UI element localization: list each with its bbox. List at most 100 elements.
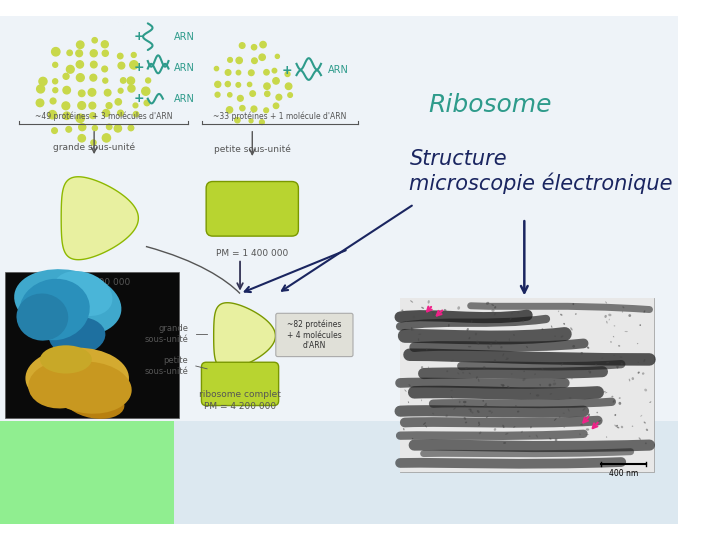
Ellipse shape [482, 400, 484, 402]
Ellipse shape [521, 431, 523, 433]
Ellipse shape [411, 327, 413, 331]
Ellipse shape [611, 396, 613, 397]
Circle shape [106, 103, 112, 109]
Ellipse shape [464, 417, 466, 420]
Ellipse shape [476, 341, 479, 344]
Ellipse shape [462, 372, 464, 374]
Ellipse shape [572, 345, 575, 348]
Circle shape [259, 120, 264, 125]
Circle shape [102, 50, 108, 56]
Circle shape [76, 41, 84, 49]
Text: Ribosome: Ribosome [428, 93, 552, 117]
Text: ~49 protéines + 3 molécules d'ARN: ~49 protéines + 3 molécules d'ARN [35, 112, 172, 122]
Circle shape [226, 107, 233, 113]
Ellipse shape [644, 422, 646, 423]
Circle shape [128, 85, 135, 92]
Ellipse shape [569, 397, 572, 399]
Ellipse shape [40, 345, 91, 374]
Ellipse shape [549, 393, 552, 395]
Ellipse shape [596, 412, 598, 413]
Ellipse shape [25, 348, 129, 409]
Ellipse shape [638, 362, 639, 363]
Circle shape [53, 87, 58, 93]
Text: grande
sous-unité: grande sous-unité [145, 324, 188, 344]
Ellipse shape [616, 366, 618, 368]
Ellipse shape [494, 359, 496, 362]
Ellipse shape [432, 413, 434, 414]
Ellipse shape [613, 400, 615, 403]
Ellipse shape [477, 410, 480, 413]
Ellipse shape [629, 379, 630, 381]
Circle shape [236, 70, 240, 75]
Circle shape [115, 99, 122, 105]
Circle shape [133, 103, 138, 108]
Ellipse shape [28, 361, 94, 408]
Bar [400, 298, 654, 472]
Polygon shape [214, 303, 276, 369]
Circle shape [104, 90, 111, 96]
Ellipse shape [639, 437, 641, 440]
Circle shape [215, 82, 221, 87]
Ellipse shape [621, 426, 624, 428]
Ellipse shape [457, 373, 459, 374]
Ellipse shape [451, 390, 453, 391]
Ellipse shape [608, 319, 610, 320]
Text: ~82 protéines
+ 4 molécules
d'ARN: ~82 protéines + 4 molécules d'ARN [287, 320, 342, 350]
Circle shape [62, 102, 70, 110]
Circle shape [114, 125, 122, 132]
Circle shape [53, 79, 58, 84]
Ellipse shape [469, 337, 470, 339]
Ellipse shape [444, 309, 446, 311]
Ellipse shape [570, 327, 572, 330]
Ellipse shape [563, 427, 565, 428]
Ellipse shape [638, 372, 640, 374]
Ellipse shape [605, 392, 608, 393]
Ellipse shape [582, 408, 585, 411]
Ellipse shape [472, 411, 474, 414]
Ellipse shape [486, 302, 490, 305]
Bar [400, 298, 654, 472]
Ellipse shape [613, 336, 614, 338]
Ellipse shape [425, 425, 427, 428]
Ellipse shape [549, 437, 552, 440]
Circle shape [63, 73, 69, 79]
Ellipse shape [446, 370, 448, 372]
Ellipse shape [595, 364, 598, 366]
Ellipse shape [561, 335, 564, 338]
Ellipse shape [478, 422, 480, 424]
Ellipse shape [428, 367, 429, 368]
Circle shape [76, 114, 84, 123]
Circle shape [249, 119, 253, 123]
Ellipse shape [554, 418, 557, 421]
Ellipse shape [563, 323, 565, 325]
Circle shape [236, 83, 240, 87]
Text: PM = 2 800 000: PM = 2 800 000 [58, 278, 130, 287]
Ellipse shape [620, 356, 622, 358]
Ellipse shape [589, 372, 591, 374]
Ellipse shape [613, 325, 616, 327]
Ellipse shape [518, 312, 519, 313]
Ellipse shape [618, 345, 620, 347]
Ellipse shape [503, 353, 504, 356]
Ellipse shape [479, 431, 482, 434]
Ellipse shape [494, 313, 496, 315]
Ellipse shape [622, 311, 623, 313]
Ellipse shape [536, 394, 539, 396]
Ellipse shape [562, 413, 565, 414]
Ellipse shape [621, 362, 623, 365]
Ellipse shape [611, 341, 612, 343]
Ellipse shape [618, 365, 619, 368]
Circle shape [48, 111, 57, 119]
Circle shape [264, 108, 269, 113]
Ellipse shape [616, 427, 619, 428]
Circle shape [251, 106, 257, 112]
Ellipse shape [560, 314, 562, 316]
Ellipse shape [580, 352, 583, 354]
Text: PM = 1 400 000: PM = 1 400 000 [216, 249, 289, 258]
Circle shape [89, 102, 96, 109]
Ellipse shape [509, 338, 510, 341]
Ellipse shape [14, 269, 122, 337]
Ellipse shape [505, 359, 509, 360]
Circle shape [91, 140, 96, 145]
Ellipse shape [490, 345, 492, 347]
